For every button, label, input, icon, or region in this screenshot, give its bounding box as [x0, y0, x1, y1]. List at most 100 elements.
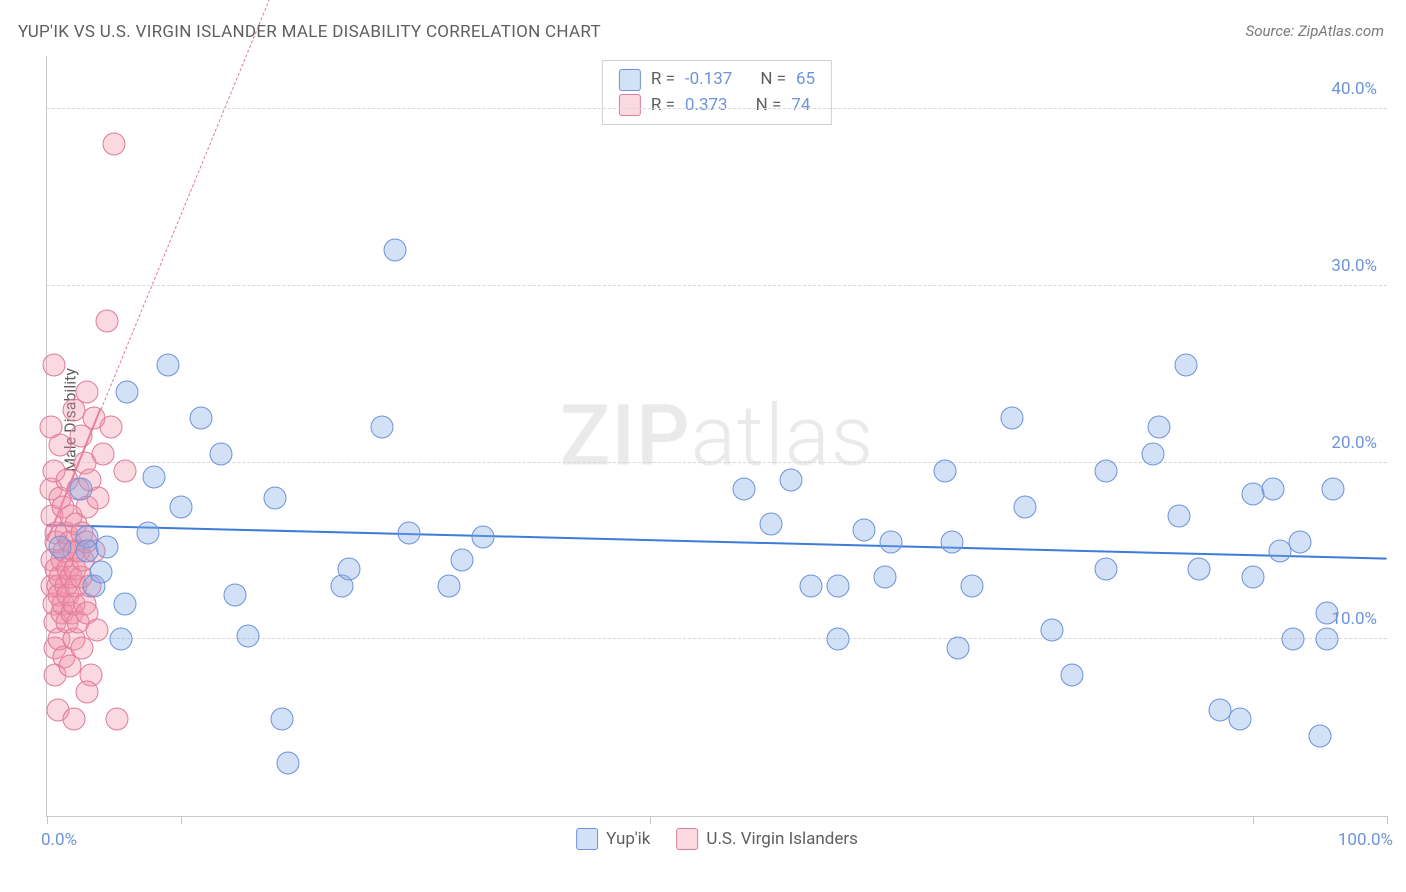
scatter-dot-b	[105, 707, 128, 730]
scatter-dot-a	[940, 531, 963, 554]
scatter-dot-a	[1094, 460, 1117, 483]
watermark: ZIPatlas	[560, 387, 875, 486]
stat-r-value: 0.373	[685, 93, 728, 119]
scatter-dot-a	[76, 539, 99, 562]
stats-row: R =0.373N =74	[619, 93, 815, 119]
scatter-dot-a	[960, 575, 983, 598]
trend-line	[47, 524, 1387, 560]
scatter-dot-a	[1315, 628, 1338, 651]
scatter-dot-a	[210, 442, 233, 465]
scatter-dot-a	[397, 522, 420, 545]
source-label: Source: ZipAtlas.com	[1246, 22, 1384, 40]
scatter-dot-a	[732, 478, 755, 501]
stat-n-value: 65	[796, 67, 815, 93]
y-tick-label: 20.0%	[1331, 433, 1377, 453]
legend-label: U.S. Virgin Islanders	[706, 829, 857, 849]
y-tick-label: 30.0%	[1331, 256, 1377, 276]
stat-label: R =	[651, 67, 675, 93]
x-tick	[47, 816, 48, 824]
scatter-dot-b	[76, 380, 99, 403]
scatter-dot-a	[89, 561, 112, 584]
scatter-dot-a	[853, 518, 876, 541]
scatter-dot-a	[471, 525, 494, 548]
scatter-dot-a	[237, 624, 260, 647]
scatter-dot-b	[62, 707, 85, 730]
scatter-dot-a	[1168, 504, 1191, 527]
legend-swatch	[619, 69, 641, 91]
chart-title: YUP'IK VS U.S. VIRGIN ISLANDER MALE DISA…	[18, 22, 601, 42]
scatter-dot-a	[263, 486, 286, 509]
scatter-dot-a	[1014, 495, 1037, 518]
x-axis-min-label: 0.0%	[41, 830, 77, 850]
x-tick	[181, 816, 182, 824]
stats-row: R = -0.137 N = 65	[619, 67, 815, 93]
scatter-dot-a	[156, 354, 179, 377]
trend-line	[100, 0, 275, 409]
scatter-dot-a	[1148, 416, 1171, 439]
scatter-dot-b	[85, 619, 108, 642]
scatter-dot-a	[1061, 663, 1084, 686]
scatter-dot-a	[170, 495, 193, 518]
scatter-dot-a	[873, 566, 896, 589]
scatter-dot-a	[1228, 707, 1251, 730]
scatter-dot-a	[337, 557, 360, 580]
scatter-dot-a	[933, 460, 956, 483]
scatter-dot-a	[69, 478, 92, 501]
legend-item: U.S. Virgin Islanders	[676, 828, 857, 850]
scatter-dot-a	[1175, 354, 1198, 377]
correlation-stats-box: R =-0.137N =65R =0.373N =74	[602, 60, 832, 125]
scatter-dot-a	[438, 575, 461, 598]
scatter-dot-a	[880, 531, 903, 554]
scatter-dot-b	[113, 460, 136, 483]
stat-label: N =	[760, 67, 786, 93]
scatter-dot-a	[1262, 478, 1285, 501]
scatter-dot-a	[143, 465, 166, 488]
scatter-dot-b	[100, 416, 123, 439]
gridline	[47, 462, 1387, 463]
series-legend: Yup'ik U.S. Virgin Islanders	[576, 828, 858, 850]
gridline	[47, 108, 1387, 109]
scatter-dot-a	[190, 407, 213, 430]
scatter-dot-a	[371, 416, 394, 439]
scatter-dot-a	[759, 513, 782, 536]
legend-swatch	[576, 828, 598, 850]
scatter-dot-a	[1188, 557, 1211, 580]
scatter-dot-b	[42, 354, 65, 377]
scatter-dot-a	[109, 628, 132, 651]
scatter-dot-a	[1322, 478, 1345, 501]
x-axis-max-label: 100.0%	[1338, 830, 1393, 850]
scatter-dot-a	[1288, 531, 1311, 554]
gridline	[47, 285, 1387, 286]
legend-swatch	[676, 828, 698, 850]
stat-label: N =	[756, 93, 782, 119]
stat-label: R =	[651, 93, 675, 119]
scatter-dot-a	[1041, 619, 1064, 642]
scatter-dot-a	[799, 575, 822, 598]
scatter-dot-a	[947, 637, 970, 660]
scatter-dot-a	[826, 628, 849, 651]
scatter-dot-a	[779, 469, 802, 492]
watermark-bold: ZIP	[560, 387, 691, 486]
stat-r-value: -0.137	[685, 67, 732, 93]
scatter-dot-a	[1242, 566, 1265, 589]
scatter-dot-a	[1094, 557, 1117, 580]
scatter-dot-a	[826, 575, 849, 598]
scatter-dot-a	[1141, 442, 1164, 465]
legend-label: Yup'ik	[606, 829, 650, 849]
scatter-dot-a	[1315, 601, 1338, 624]
scatter-dot-b	[96, 310, 119, 333]
x-tick	[650, 816, 651, 824]
scatter-dot-a	[96, 536, 119, 559]
scatter-dot-b	[92, 442, 115, 465]
x-tick	[1253, 816, 1254, 824]
scatter-dot-b	[76, 681, 99, 704]
scatter-dot-a	[113, 592, 136, 615]
legend-swatch	[619, 94, 641, 116]
y-tick-label: 10.0%	[1331, 609, 1377, 629]
scatter-dot-a	[1309, 725, 1332, 748]
y-tick-label: 40.0%	[1331, 79, 1377, 99]
scatter-dot-a	[1000, 407, 1023, 430]
scatter-dot-a	[270, 707, 293, 730]
scatter-dot-b	[103, 133, 126, 156]
scatter-dot-a	[49, 536, 72, 559]
